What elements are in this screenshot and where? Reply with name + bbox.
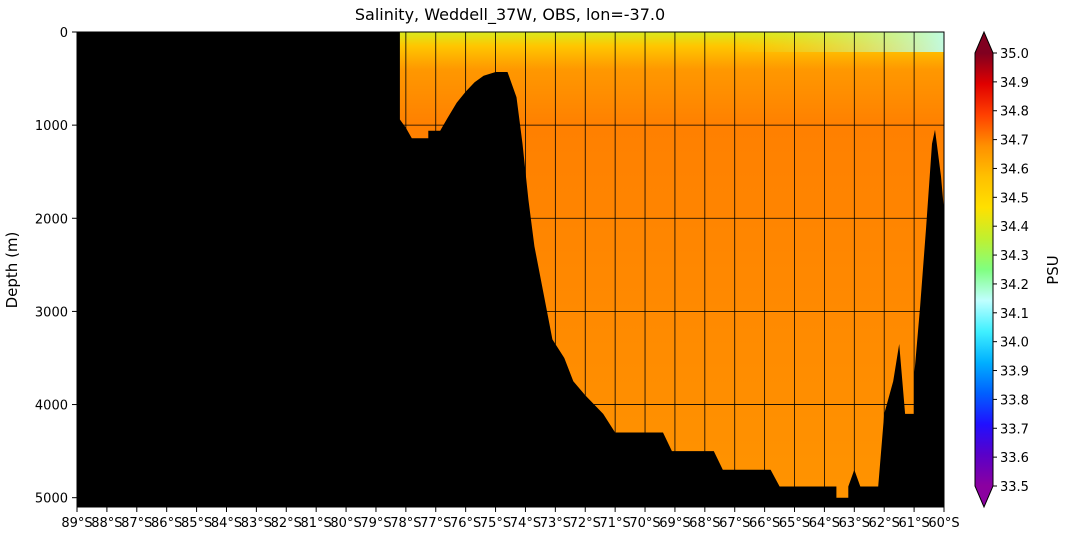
colorbar-tick-label: 34.0 — [1000, 336, 1029, 351]
x-tick-label: 77°S — [420, 516, 451, 531]
colorbar-ticks: 33.5 33.6 33.7 33.8 33.9 34.0 34.1 34.2 34.3 34.4… — [993, 47, 1029, 495]
x-axis-ticks: 89°S88°S87°S86°S85°S84°S83°S82°S81°S80°S… — [61, 507, 960, 531]
colorbar-tick-label: 34.6 — [1000, 162, 1029, 177]
chart-title: Salinity, Weddell_37W, OBS, lon=-37.0 — [355, 5, 665, 25]
colorbar-tick-label: 33.8 — [1000, 393, 1029, 408]
y-tick-label: 1000 — [35, 119, 68, 134]
colorbar-tick-label: 34.4 — [1000, 220, 1029, 235]
colorbar-tick-label: 34.7 — [1000, 134, 1029, 149]
y-axis-ticks: 0 1000 2000 3000 4000 5000 — [35, 26, 77, 507]
x-tick-label: 67°S — [719, 516, 750, 531]
y-tick-label: 2000 — [35, 212, 68, 227]
x-tick-label: 70°S — [629, 516, 660, 531]
plot-frame — [76, 31, 945, 508]
seafloor-land-mask — [77, 32, 944, 507]
x-tick-label: 71°S — [599, 516, 630, 531]
colorbar-extend-min — [975, 486, 993, 507]
colorbar-tick-label: 34.1 — [1000, 307, 1029, 322]
colorbar-tick-label: 34.8 — [1000, 105, 1029, 120]
colorbar-tick-label: 34.9 — [1000, 76, 1029, 91]
x-tick-label: 76°S — [450, 516, 481, 531]
x-tick-label: 84°S — [211, 516, 242, 531]
x-tick-label: 79°S — [360, 516, 391, 531]
x-tick-label: 64°S — [809, 516, 840, 531]
x-tick-label: 81°S — [301, 516, 332, 531]
colorbar-tick-label: 33.9 — [1000, 365, 1029, 380]
x-tick-label: 82°S — [271, 516, 302, 531]
colorbar-tick-label: 34.5 — [1000, 191, 1029, 206]
plot-area — [77, 32, 944, 507]
y-tick-label: 3000 — [35, 305, 68, 320]
colorbar: 33.5 33.6 33.7 33.8 33.9 34.0 34.1 34.2 34.3 34.4… — [974, 30, 1062, 509]
x-tick-label: 87°S — [121, 516, 152, 531]
colorbar-label: PSU — [1044, 255, 1062, 285]
colorbar-extend-max — [975, 32, 993, 53]
colorbar-tick-label: 35.0 — [1000, 47, 1029, 62]
x-tick-label: 73°S — [540, 516, 571, 531]
x-tick-label: 74°S — [510, 516, 541, 531]
x-tick-label: 78°S — [390, 516, 421, 531]
x-tick-label: 83°S — [241, 516, 272, 531]
x-tick-label: 62°S — [869, 516, 900, 531]
x-tick-label: 88°S — [91, 516, 122, 531]
x-tick-label: 85°S — [181, 516, 212, 531]
x-tick-label: 89°S — [61, 516, 92, 531]
x-tick-label: 80°S — [330, 516, 361, 531]
x-tick-label: 72°S — [570, 516, 601, 531]
y-tick-label: 0 — [60, 26, 68, 41]
colorbar-body — [975, 53, 993, 486]
colorbar-tick-label: 33.5 — [1000, 480, 1029, 495]
colorbar-tick-label: 33.7 — [1000, 422, 1029, 437]
colorbar-tick-label: 33.6 — [1000, 451, 1029, 466]
colorbar-tick-label: 34.2 — [1000, 278, 1029, 293]
x-tick-label: 69°S — [659, 516, 690, 531]
x-tick-label: 75°S — [480, 516, 511, 531]
x-tick-label: 68°S — [689, 516, 720, 531]
x-tick-label: 86°S — [151, 516, 182, 531]
x-tick-label: 61°S — [898, 516, 929, 531]
x-tick-label: 60°S — [928, 516, 959, 531]
x-tick-label: 66°S — [749, 516, 780, 531]
y-axis-label: Depth (m) — [3, 232, 21, 309]
y-tick-label: 4000 — [35, 399, 68, 414]
y-tick-label: 5000 — [35, 492, 68, 507]
colorbar-tick-label: 34.3 — [1000, 249, 1029, 264]
x-tick-label: 63°S — [839, 516, 870, 531]
x-tick-label: 65°S — [779, 516, 810, 531]
